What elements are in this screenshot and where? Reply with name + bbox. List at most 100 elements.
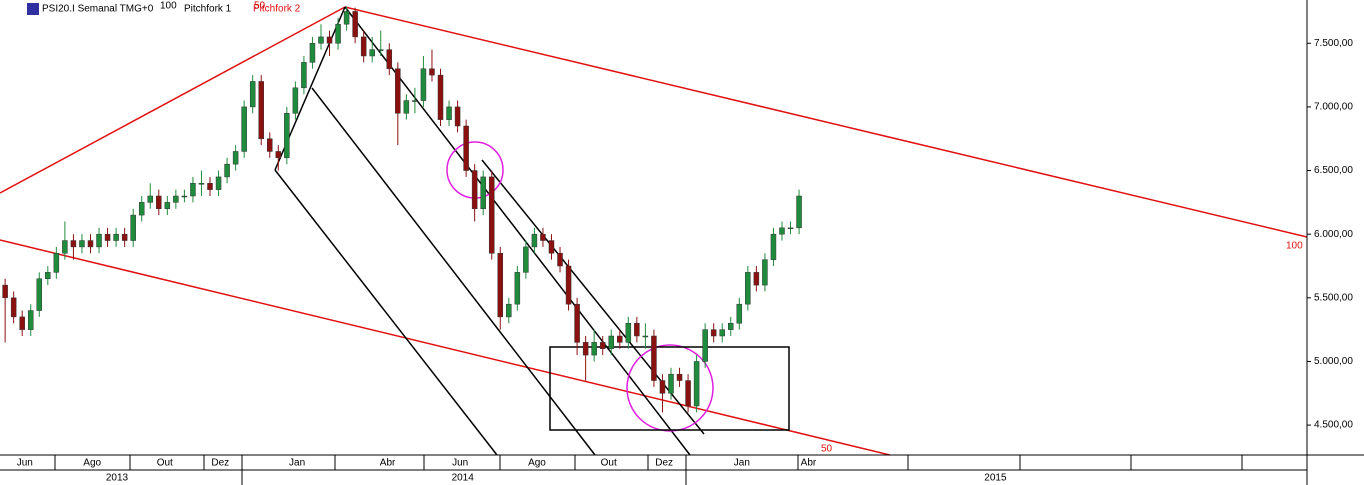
candle-body xyxy=(463,125,469,171)
candle-body xyxy=(523,246,529,273)
x-tick-label: Dez xyxy=(655,458,673,469)
candle-body xyxy=(599,342,606,349)
candle-body xyxy=(625,323,632,343)
candle-body xyxy=(224,163,230,178)
candle-body xyxy=(87,240,94,248)
highlight-circle xyxy=(626,344,714,432)
candle-body xyxy=(10,297,17,318)
pitchfork-line xyxy=(344,6,691,456)
candle-body xyxy=(591,342,597,356)
candle-body xyxy=(395,68,401,114)
candle-body xyxy=(540,233,546,241)
candle-body xyxy=(608,335,614,349)
candle-body xyxy=(96,233,102,248)
candle-body xyxy=(318,36,324,44)
pitchfork-line xyxy=(274,169,498,456)
candle-body xyxy=(770,233,777,260)
candle-body xyxy=(267,138,273,152)
candle-body xyxy=(70,240,77,248)
legend-icon xyxy=(27,3,39,15)
candle-body xyxy=(702,329,708,362)
candle-body xyxy=(164,202,171,209)
annotation: 50 xyxy=(821,444,833,455)
candle-body xyxy=(79,240,85,248)
candle-body xyxy=(429,68,435,76)
x-tick-label: Ago xyxy=(83,458,101,469)
y-tick-label: 5.000,00 xyxy=(1314,356,1353,367)
candle-body xyxy=(488,176,495,254)
y-tick-label: 5.500,00 xyxy=(1314,292,1353,303)
candle-body xyxy=(27,310,34,330)
pitchfork-line xyxy=(344,6,1308,238)
candle-body xyxy=(548,240,555,254)
candle-body xyxy=(249,81,256,108)
candle-body xyxy=(215,176,222,190)
candle-body xyxy=(574,303,580,343)
candle-body xyxy=(190,183,196,197)
candle-body xyxy=(659,380,666,394)
candle-body xyxy=(796,195,802,229)
candle-body xyxy=(369,49,375,57)
legend-entry: PSI20.I Semanal TMG+0 xyxy=(42,4,154,15)
candle-body xyxy=(104,233,111,241)
legend-entry[interactable]: Pitchfork 2 xyxy=(253,4,301,15)
candle-body xyxy=(207,183,213,190)
candle-body xyxy=(693,361,700,407)
candle-body xyxy=(309,43,316,63)
candle-body xyxy=(668,373,674,394)
candle-body xyxy=(156,195,162,209)
y-tick-label: 7.000,00 xyxy=(1314,102,1353,113)
candle-body xyxy=(557,253,563,267)
candle-body xyxy=(582,342,589,356)
candle-body xyxy=(258,81,264,139)
x-separators xyxy=(54,455,1243,485)
candle-body xyxy=(651,335,657,381)
candle-body xyxy=(685,380,691,407)
candle-body xyxy=(779,227,785,235)
candle-body xyxy=(181,195,188,198)
candle-body xyxy=(719,329,725,337)
legend-entry[interactable]: Pitchfork 1 xyxy=(184,4,232,15)
candle-body xyxy=(710,329,717,337)
candle-body xyxy=(173,195,179,203)
candle-body xyxy=(736,303,743,324)
x-tick-label: Jan xyxy=(734,458,750,469)
x-tick-label: Dez xyxy=(211,458,229,469)
candle-body xyxy=(642,335,649,338)
candle-body xyxy=(412,100,418,102)
x-tick-label: Abr xyxy=(380,458,396,469)
candle-body xyxy=(728,323,734,330)
candle-body xyxy=(360,36,367,57)
candle-body xyxy=(565,265,572,305)
candle-body xyxy=(53,253,60,273)
candle-body xyxy=(36,278,43,311)
candle-body xyxy=(275,151,282,159)
zone-box xyxy=(549,346,790,431)
candle-body xyxy=(617,335,623,343)
x-tick-label: Abr xyxy=(801,458,817,469)
candle-body xyxy=(2,284,8,299)
candle-body xyxy=(745,272,751,305)
candle-body xyxy=(198,183,205,185)
candle-body xyxy=(19,316,25,330)
candle-body xyxy=(480,176,486,209)
year-label: 2014 xyxy=(452,473,475,484)
candle-body xyxy=(241,106,247,152)
year-label: 2013 xyxy=(106,473,129,484)
candle-body xyxy=(437,74,444,120)
x-tick-label: Out xyxy=(601,458,617,469)
candle-body xyxy=(787,227,794,230)
annotation: 50 xyxy=(254,1,266,12)
pitchfork-line xyxy=(481,159,705,435)
pitchfork-line xyxy=(0,6,346,194)
candle-body xyxy=(113,233,119,241)
candle-body xyxy=(514,272,521,305)
candle-body xyxy=(386,49,393,69)
x-tick-label: Jun xyxy=(452,458,468,469)
x-tick-label: Ago xyxy=(528,458,546,469)
candle-body xyxy=(352,11,358,38)
candle-body xyxy=(753,272,760,286)
y-tick-label: 6.500,00 xyxy=(1314,165,1353,176)
candle-body xyxy=(335,23,341,44)
